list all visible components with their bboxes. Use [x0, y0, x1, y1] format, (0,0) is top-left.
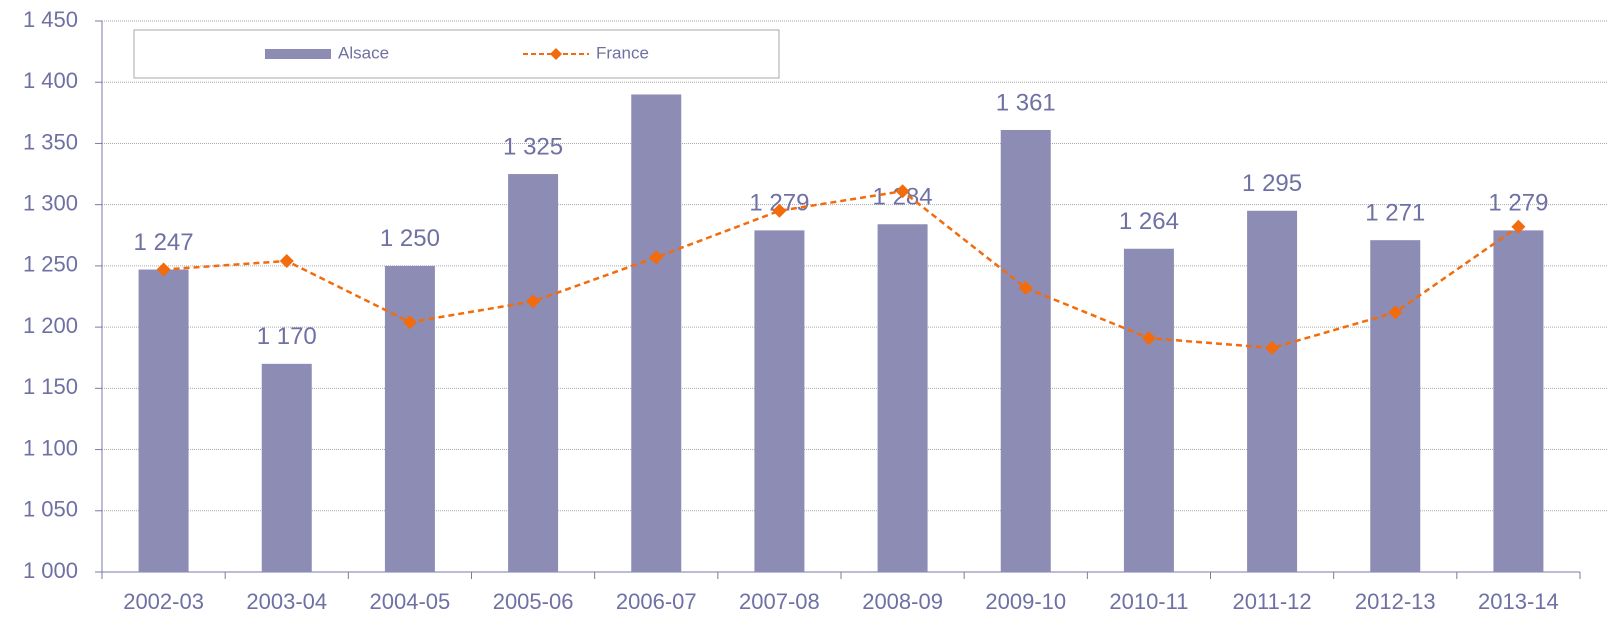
x-tick-label: 2008-09: [862, 589, 943, 614]
marker: [526, 294, 541, 309]
marker: [1018, 280, 1033, 295]
marker: [402, 315, 417, 330]
bar: [631, 94, 682, 572]
bar: [138, 269, 189, 572]
y-tick-label: 1 450: [23, 7, 78, 32]
data-label: 1 264: [1119, 208, 1179, 235]
legend-label: Alsace: [338, 43, 389, 62]
y-tick-label: 1 050: [23, 497, 78, 522]
bar: [1123, 248, 1174, 572]
x-tick-label: 2007-08: [739, 589, 820, 614]
marker: [895, 184, 910, 199]
x-tick-label: 2012-13: [1355, 589, 1436, 614]
y-tick-label: 1 300: [23, 190, 78, 215]
data-label: 1 250: [380, 225, 440, 252]
x-tick-label: 2003-04: [246, 589, 327, 614]
marker: [1265, 340, 1280, 355]
marker: [1141, 331, 1156, 346]
bar: [261, 363, 312, 572]
marker: [279, 253, 294, 268]
data-label: 1 325: [503, 133, 563, 160]
bar: [754, 230, 805, 572]
bar: [1247, 210, 1298, 573]
marker: [156, 262, 171, 277]
legend-swatch: [265, 49, 331, 59]
x-tick-label: 2009-10: [985, 589, 1066, 614]
bar: [1000, 129, 1051, 572]
y-tick-label: 1 200: [23, 313, 78, 338]
bar: [1370, 240, 1421, 573]
legend-marker: [550, 48, 562, 60]
x-tick-label: 2013-14: [1478, 589, 1559, 614]
data-label: 1 271: [1365, 200, 1425, 227]
data-label: 1 361: [996, 89, 1056, 116]
y-tick-label: 1 350: [23, 129, 78, 154]
y-tick-label: 1 150: [23, 374, 78, 399]
x-tick-label: 2010-11: [1109, 589, 1188, 614]
y-tick-label: 1 400: [23, 68, 78, 93]
data-label: 1 295: [1242, 170, 1302, 197]
x-tick-label: 2011-12: [1233, 589, 1312, 614]
x-tick-label: 2006-07: [616, 589, 697, 614]
legend-box: [133, 29, 780, 79]
line: [163, 189, 1520, 350]
y-tick-label: 1 000: [23, 558, 78, 583]
y-tick-label: 1 100: [23, 435, 78, 460]
bar: [508, 174, 559, 573]
data-label: 1 247: [134, 229, 194, 256]
marker: [649, 250, 664, 265]
marker: [1511, 219, 1526, 234]
x-tick-label: 2005-06: [493, 589, 574, 614]
x-tick-label: 2002-03: [123, 589, 204, 614]
legend-label: France: [596, 43, 649, 62]
y-tick-label: 1 250: [23, 252, 78, 277]
bar: [877, 224, 928, 572]
marker: [772, 203, 787, 218]
x-tick-label: 2004-05: [370, 589, 451, 614]
bar: [384, 265, 435, 572]
marker: [1388, 305, 1403, 320]
bar: [1493, 230, 1544, 572]
data-label: 1 279: [1488, 190, 1548, 217]
data-label: 1 170: [257, 323, 317, 350]
